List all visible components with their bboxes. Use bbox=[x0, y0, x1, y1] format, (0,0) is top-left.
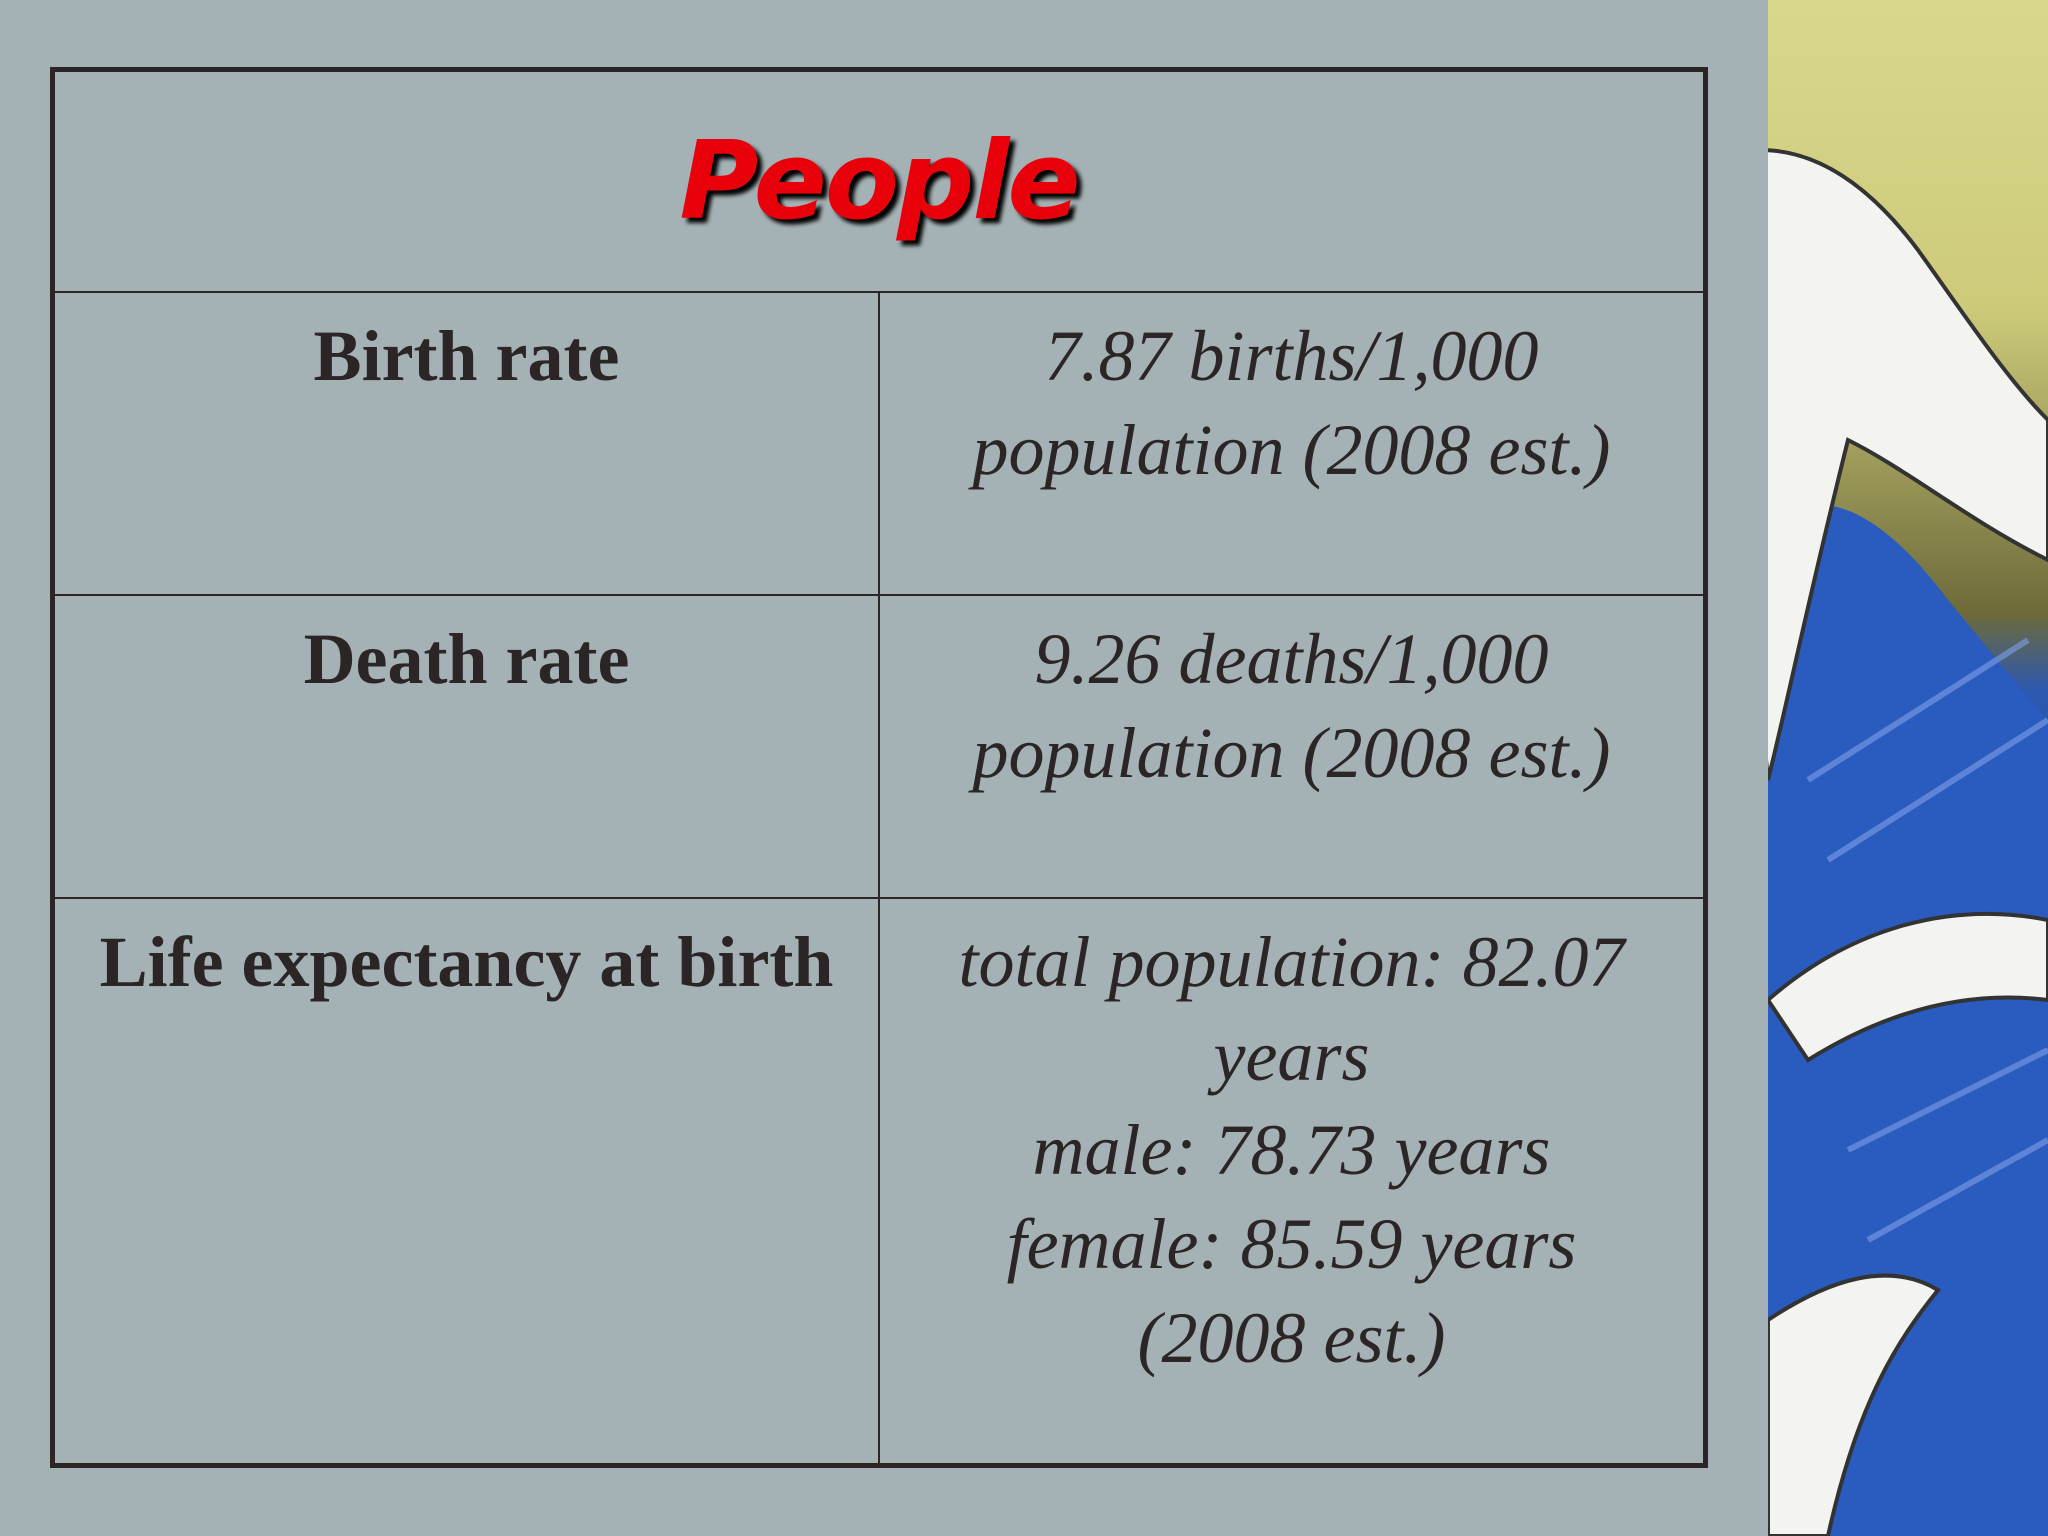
value-line: (2008 est.) bbox=[1137, 1297, 1446, 1378]
value-line: total population: 82.07 years bbox=[958, 921, 1625, 1096]
row-value: total population: 82.07 years male: 78.73… bbox=[910, 915, 1673, 1385]
value-cell: 9.26 deaths/1,000 population (2008 est.) bbox=[878, 593, 1707, 899]
label-cell: Death rate bbox=[51, 593, 880, 899]
slide-title: People bbox=[679, 118, 1080, 244]
row-label: Life expectancy at birth bbox=[99, 921, 834, 1002]
label-cell: Life expectancy at birth bbox=[51, 896, 880, 1467]
value-cell: 7.87 births/1,000 population (2008 est.) bbox=[878, 290, 1707, 596]
value-line: female: 85.59 years bbox=[1006, 1203, 1577, 1284]
row-label: Death rate bbox=[303, 618, 630, 699]
data-table: People Birth rate 7.87 births/1,000 popu… bbox=[50, 67, 1708, 1468]
value-line: 7.87 births/1,000 population (2008 est.) bbox=[972, 315, 1611, 490]
wave-decoration bbox=[1768, 0, 2048, 1536]
label-cell: Birth rate bbox=[51, 290, 880, 596]
row-value: 9.26 deaths/1,000 population (2008 est.) bbox=[910, 612, 1673, 800]
value-cell: total population: 82.07 years male: 78.73… bbox=[878, 896, 1707, 1467]
title-cell: People bbox=[51, 68, 1707, 293]
row-value: 7.87 births/1,000 population (2008 est.) bbox=[910, 309, 1673, 497]
value-line: male: 78.73 years bbox=[1032, 1109, 1551, 1190]
value-line: 9.26 deaths/1,000 population (2008 est.) bbox=[972, 618, 1611, 793]
row-label: Birth rate bbox=[313, 315, 620, 396]
